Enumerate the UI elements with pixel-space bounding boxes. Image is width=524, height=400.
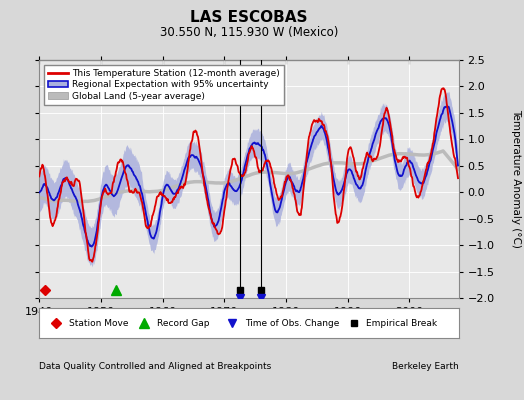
Text: LAS ESCOBAS: LAS ESCOBAS <box>190 10 308 25</box>
Text: Station Move: Station Move <box>69 318 128 328</box>
Text: Temperature Anomaly (°C): Temperature Anomaly (°C) <box>511 108 521 248</box>
Text: Empirical Break: Empirical Break <box>366 318 438 328</box>
Text: Berkeley Earth: Berkeley Earth <box>392 362 458 371</box>
Text: 30.550 N, 115.930 W (Mexico): 30.550 N, 115.930 W (Mexico) <box>160 26 338 39</box>
Text: Data Quality Controlled and Aligned at Breakpoints: Data Quality Controlled and Aligned at B… <box>39 362 271 371</box>
Text: Time of Obs. Change: Time of Obs. Change <box>245 318 339 328</box>
Legend: This Temperature Station (12-month average), Regional Expectation with 95% uncer: This Temperature Station (12-month avera… <box>44 64 284 105</box>
Text: Record Gap: Record Gap <box>157 318 209 328</box>
